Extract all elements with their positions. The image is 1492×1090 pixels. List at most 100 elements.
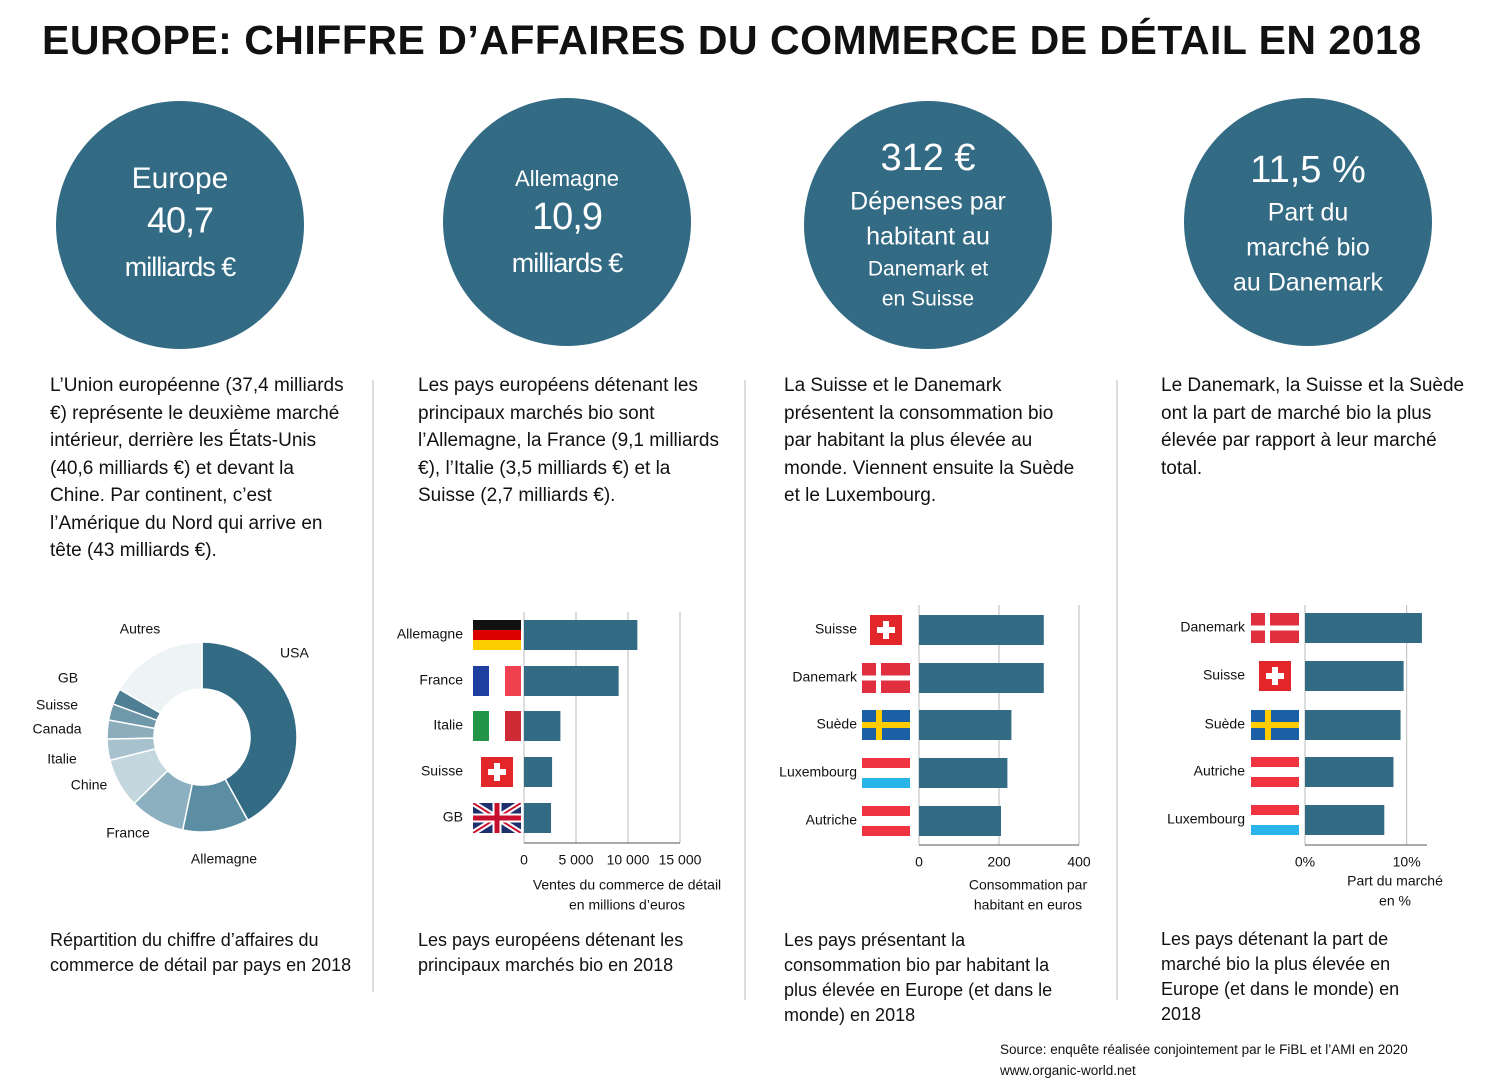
x-tick-label: 0 <box>915 854 923 870</box>
flag <box>1259 661 1291 691</box>
circle-text: 312 € <box>880 137 975 179</box>
circle-text: 10,9 <box>532 196 602 238</box>
flag <box>862 758 910 788</box>
category-label: Luxembourg <box>779 764 857 780</box>
flag <box>1251 757 1299 787</box>
paragraph: L’Union européenne (37,4 milliards €) re… <box>50 375 344 561</box>
circle-text: 40,7 <box>147 200 213 241</box>
category-label: Suisse <box>421 763 463 779</box>
slice-label: GB <box>58 670 78 686</box>
category-label: Suède <box>817 716 858 732</box>
category-label: Autriche <box>806 812 858 828</box>
flag <box>1251 613 1299 643</box>
flag <box>870 615 902 645</box>
flag <box>862 806 910 836</box>
circle-text: Allemagne <box>515 166 619 191</box>
x-tick-label: 400 <box>1067 854 1091 870</box>
page-title: EUROPE: CHIFFRE D’AFFAIRES DU COMMERCE D… <box>42 17 1422 63</box>
bar <box>1305 805 1385 835</box>
caption: Répartition du chiffre d’affaires du com… <box>50 930 352 975</box>
circle-text: au Danemark <box>1233 269 1384 297</box>
bar <box>524 666 619 696</box>
bar <box>1305 613 1422 643</box>
bar <box>919 710 1012 740</box>
caption: Les pays présentant la consommation bio … <box>784 930 1053 1025</box>
circle-text: Danemark et <box>868 258 988 281</box>
bar <box>919 806 1001 836</box>
circle-text: Part du <box>1268 199 1349 227</box>
bar <box>524 757 553 787</box>
slice-label: Chine <box>71 777 108 793</box>
category-label: Luxembourg <box>1167 811 1245 827</box>
x-axis-label: Ventes du commerce de détail <box>533 877 721 893</box>
category-label: Suisse <box>815 621 857 637</box>
bar <box>919 758 1008 788</box>
x-tick-label: 10% <box>1393 854 1421 870</box>
category-label: Autriche <box>1194 763 1246 779</box>
flag <box>1251 805 1299 835</box>
category-label: Suisse <box>1203 667 1245 683</box>
x-tick-label: 10 000 <box>607 852 650 868</box>
category-label: Allemagne <box>397 626 463 642</box>
circle-text: en Suisse <box>882 288 974 311</box>
flag <box>473 711 521 741</box>
circle-text: marché bio <box>1246 234 1370 262</box>
circle <box>804 101 1052 349</box>
circle-text: 11,5 % <box>1250 149 1365 191</box>
circle-text: milliards € <box>125 252 237 282</box>
paragraph: Les pays européens détenant les principa… <box>418 375 719 506</box>
circle-text: Dépenses par <box>850 188 1006 216</box>
x-tick-label: 0% <box>1295 854 1315 870</box>
bar <box>1305 757 1394 787</box>
flag <box>473 620 521 650</box>
circle-text: Europe <box>132 162 229 195</box>
slice-label: France <box>106 825 150 841</box>
slice-label: USA <box>280 645 309 661</box>
flag <box>862 663 910 693</box>
slice-label: Suisse <box>36 697 78 713</box>
flag <box>1251 710 1299 740</box>
bar <box>1305 710 1401 740</box>
bar <box>919 663 1044 693</box>
circle <box>443 98 691 346</box>
x-tick-label: 200 <box>987 854 1011 870</box>
paragraph: Le Danemark, la Suisse et la Suède ont l… <box>1161 375 1465 479</box>
category-label: Italie <box>433 717 463 733</box>
circle <box>56 101 304 349</box>
category-label: Suède <box>1205 716 1246 732</box>
slice-label: Canada <box>32 721 81 737</box>
source: Source: enquête réalisée conjointement p… <box>1000 1042 1408 1057</box>
circle-text: habitant au <box>866 223 990 251</box>
category-label: France <box>419 672 463 688</box>
x-axis-label: Consommation par <box>969 877 1088 893</box>
caption: Les pays détenant la part de marché bio … <box>1161 929 1400 1024</box>
circle-text: milliards € <box>512 248 624 278</box>
bar <box>919 615 1044 645</box>
slice-label: Autres <box>120 621 160 637</box>
source-url: www.organic-world.net <box>1000 1063 1136 1078</box>
x-tick-label: 0 <box>520 852 528 868</box>
paragraph: La Suisse et le Danemark présentent la c… <box>784 375 1075 506</box>
x-axis-label: en % <box>1379 893 1411 909</box>
charts: USA Allemagne France Chine Italie Canada Suiss… <box>32 605 1443 913</box>
x-tick-label: 5 000 <box>558 852 593 868</box>
x-tick-label: 15 000 <box>659 852 702 868</box>
flag <box>473 666 521 696</box>
bar <box>1305 661 1404 691</box>
donut-slice <box>201 641 298 822</box>
circle <box>1184 98 1432 346</box>
x-axis-label: habitant en euros <box>974 897 1082 913</box>
slice-label: Allemagne <box>191 851 257 867</box>
x-axis-label: en millions d’euros <box>569 897 685 913</box>
bar <box>524 711 561 741</box>
category-label: Danemark <box>1180 619 1246 635</box>
category-label: GB <box>443 809 463 825</box>
slice-label: Italie <box>47 751 77 767</box>
flag <box>481 757 513 787</box>
category-label: Danemark <box>792 669 858 685</box>
bar <box>524 803 552 833</box>
flag <box>862 710 910 740</box>
x-axis-label: Part du marché <box>1347 873 1443 889</box>
